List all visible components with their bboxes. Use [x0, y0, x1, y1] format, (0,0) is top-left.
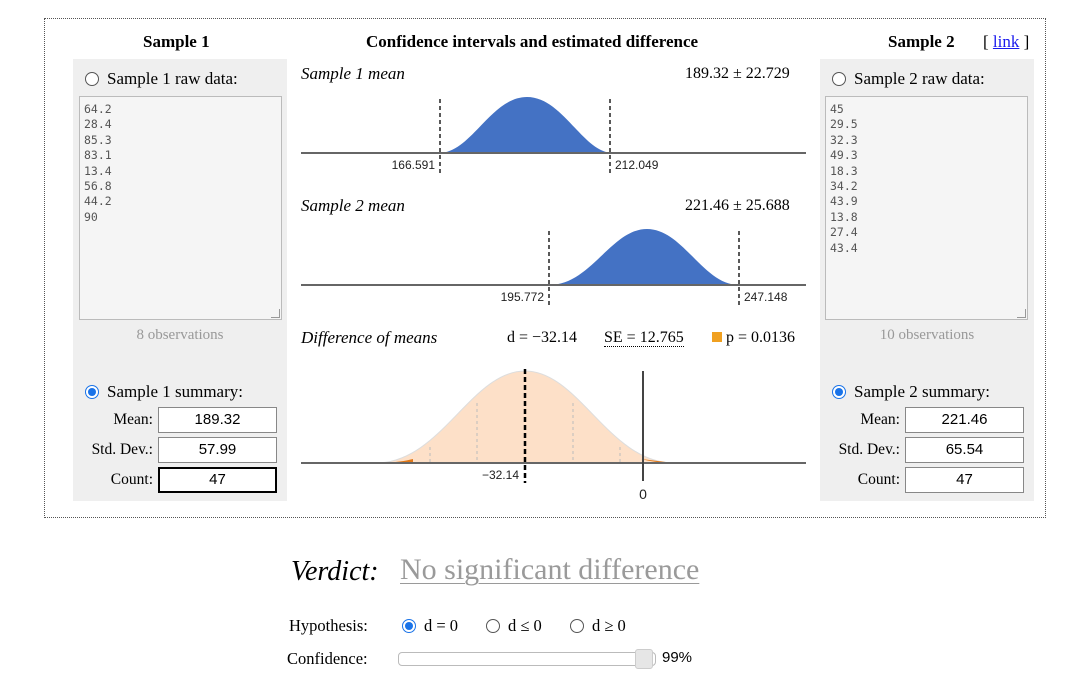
diff-zero-label: 0 — [639, 486, 647, 502]
sample2-summary-option[interactable]: Sample 2 summary: — [832, 382, 990, 402]
mean2-title: Sample 2 mean — [301, 196, 405, 215]
mean1-curve — [439, 97, 613, 153]
link[interactable]: link — [992, 32, 1020, 51]
sample1-mean-label: Mean: — [113, 411, 153, 428]
sample2-raw-option[interactable]: Sample 2 raw data: — [832, 69, 985, 89]
sample2-count-label: Count: — [857, 471, 900, 488]
confidence-slider-thumb[interactable] — [634, 649, 653, 669]
diff-d-label: −32.14 — [482, 468, 519, 482]
sample1-raw-label: Sample 1 raw data: — [107, 69, 238, 88]
sample2-panel: Sample 2 raw data: 45 29.5 32.3 49.3 18.… — [820, 59, 1034, 501]
mean1-lower-label: 166.591 — [392, 158, 436, 172]
sample1-mean-input[interactable]: 189.32 — [158, 407, 277, 433]
link-open-bracket: [ — [983, 32, 993, 51]
diff-p-value: p = 0.0136 — [726, 329, 796, 346]
hypothesis-eq-label: d = 0 — [424, 616, 459, 635]
sample1-panel: Sample 1 raw data: 64.2 28.4 85.3 83.1 1… — [73, 59, 287, 501]
sample2-summary-label: Sample 2 summary: — [854, 382, 990, 401]
confidence-label: Confidence: — [287, 649, 368, 668]
mean2-summary: 221.46 ± 25.688 — [685, 197, 790, 214]
link-close-bracket: ] — [1019, 32, 1030, 51]
sample2-resize-grip-icon[interactable] — [1017, 309, 1026, 318]
sample2-observations: 10 observations — [879, 327, 975, 343]
sample1-summary-radio[interactable] — [85, 385, 99, 399]
sample2-summary-radio[interactable] — [832, 385, 846, 399]
sample1-raw-option[interactable]: Sample 1 raw data: — [85, 69, 238, 89]
sample2-raw-label: Sample 2 raw data: — [854, 69, 985, 88]
diff-title: Difference of means — [301, 328, 438, 347]
sample1-count-label: Count: — [110, 471, 153, 488]
confidence-slider[interactable] — [398, 649, 656, 669]
sample2-sd-label: Std. Dev.: — [838, 441, 900, 458]
sample2-heading: Sample 2 — [888, 32, 955, 51]
verdict-label: Verdict: — [291, 556, 379, 587]
sample2-mean-label: Mean: — [860, 411, 900, 428]
link-wrapper: [ link ] — [983, 32, 1029, 52]
verdict-value: No significant difference — [400, 553, 700, 586]
calculator-frame: Sample 1 Confidence intervals and estima… — [44, 18, 1046, 518]
diff-plot: −32.14 0 — [301, 369, 806, 502]
mean2-plot: 195.772 247.148 — [301, 229, 806, 305]
sample2-sd-input[interactable]: 65.54 — [905, 437, 1024, 463]
hypothesis-eq-radio[interactable] — [402, 619, 416, 633]
sample1-summary-option[interactable]: Sample 1 summary: — [85, 382, 243, 402]
mean2-curve — [549, 229, 739, 285]
diff-se-value: SE = 12.765 — [604, 329, 684, 347]
mean1-upper-label: 212.049 — [615, 158, 659, 172]
hypothesis-option-ge[interactable]: d ≥ 0 — [570, 616, 626, 636]
mean1-title: Sample 1 mean — [301, 64, 405, 83]
sample1-heading: Sample 1 — [143, 32, 210, 51]
p-value-marker-icon — [712, 332, 722, 342]
sample1-resize-grip-icon[interactable] — [271, 309, 280, 318]
confidence-value: 99% — [662, 649, 693, 666]
hypothesis-le-radio[interactable] — [486, 619, 500, 633]
middle-heading: Confidence intervals and estimated diffe… — [366, 32, 699, 51]
hypothesis-option-eq[interactable]: d = 0 — [402, 616, 458, 636]
diff-p-wrapper: p = 0.0136 — [712, 329, 795, 347]
sample1-raw-textarea[interactable]: 64.2 28.4 85.3 83.1 13.4 56.8 44.2 90 — [79, 96, 282, 320]
sample2-count-input[interactable]: 47 — [905, 467, 1024, 493]
sample1-sd-label: Std. Dev.: — [91, 441, 153, 458]
sample1-observations: 8 observations — [136, 327, 224, 343]
sample2-raw-radio[interactable] — [832, 72, 846, 86]
diff-d-value: d = −32.14 — [507, 329, 578, 346]
sample1-count-input[interactable]: 47 — [158, 467, 277, 493]
sample1-summary-label: Sample 1 summary: — [107, 382, 243, 401]
sample1-raw-radio[interactable] — [85, 72, 99, 86]
hypothesis-ge-radio[interactable] — [570, 619, 584, 633]
sample2-mean-input[interactable]: 221.46 — [905, 407, 1024, 433]
hypothesis-option-le[interactable]: d ≤ 0 — [486, 616, 542, 636]
hypothesis-le-label: d ≤ 0 — [508, 616, 542, 635]
hypothesis-label: Hypothesis: — [289, 616, 368, 635]
sample1-sd-input[interactable]: 57.99 — [158, 437, 277, 463]
mean2-lower-label: 195.772 — [501, 290, 545, 304]
mean2-upper-label: 247.148 — [744, 290, 788, 304]
mean1-plot: 166.591 212.049 — [301, 97, 806, 173]
sample2-raw-textarea[interactable]: 45 29.5 32.3 49.3 18.3 34.2 43.9 13.8 27… — [825, 96, 1028, 320]
mean1-summary: 189.32 ± 22.729 — [685, 65, 790, 82]
hypothesis-ge-label: d ≥ 0 — [592, 616, 626, 635]
